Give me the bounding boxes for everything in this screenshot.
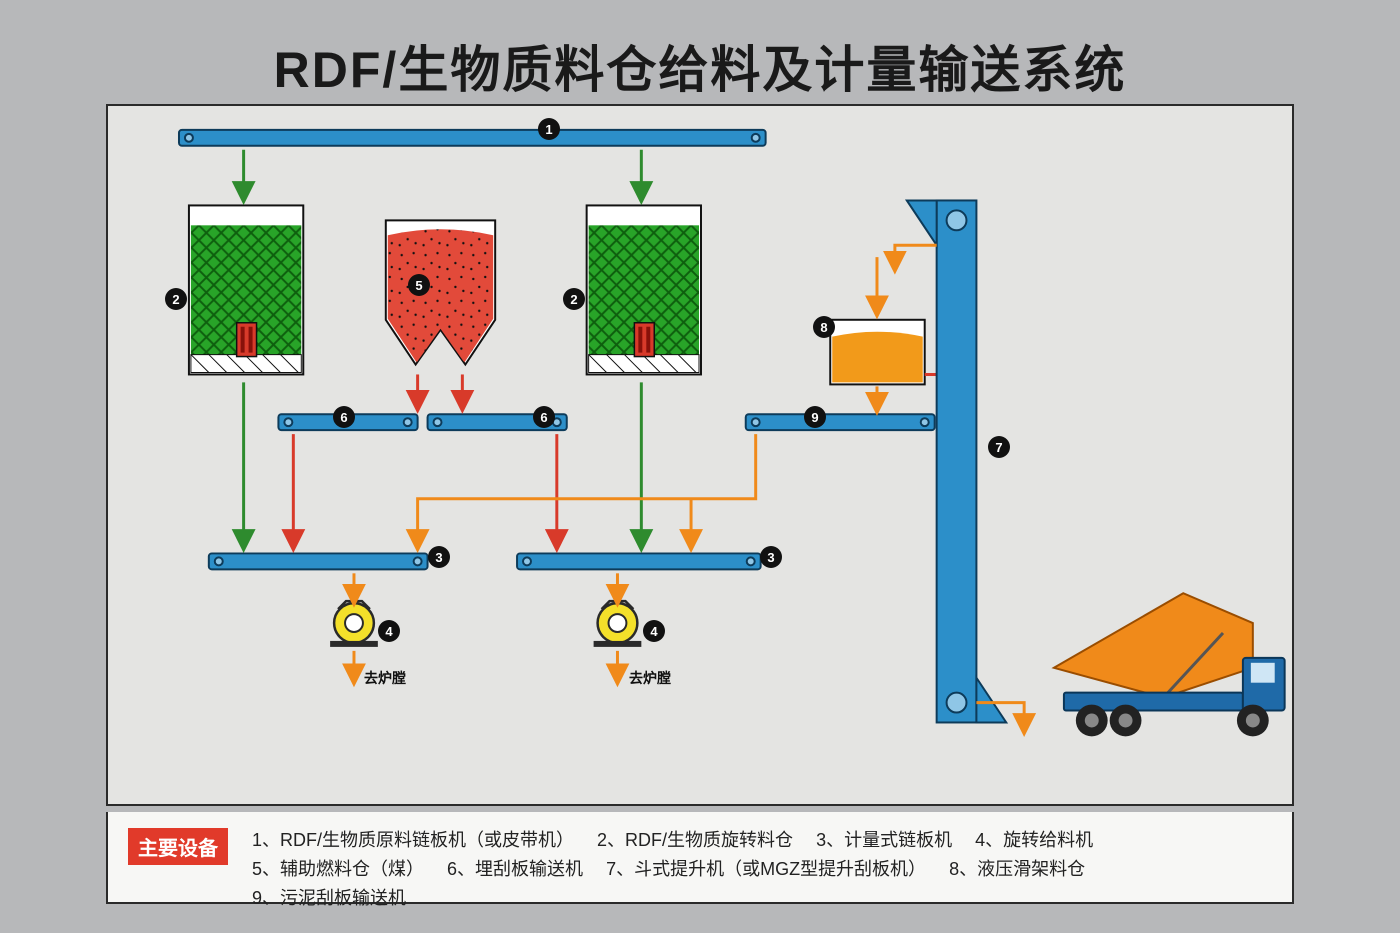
badge-9: 9 [804,406,826,428]
silo-5-coal [386,220,495,364]
silo-8-sludge [830,320,950,385]
badge-3b: 3 [760,546,782,568]
badge-6b: 6 [533,406,555,428]
legend-item: 6、埋刮板输送机 [447,855,583,884]
badge-5: 5 [408,274,430,296]
furnace-label-a: 去炉膛 [364,668,406,688]
process-flow-svg [108,106,1292,804]
legend-item: 5、辅助燃料仓（煤） [252,855,424,884]
elevator-7 [907,200,1006,722]
legend-item: 3、计量式链板机 [816,826,952,855]
rotary-4b [594,601,642,647]
badge-2b: 2 [563,288,585,310]
furnace-label-b: 去炉膛 [629,668,671,688]
silo-2b [587,205,701,374]
legend-item: 4、旋转给料机 [975,826,1093,855]
badge-4b: 4 [643,620,665,642]
legend-item: 1、RDF/生物质原料链板机（或皮带机） [252,826,574,855]
legend-panel: 主要设备 1、RDF/生物质原料链板机（或皮带机） 2、RDF/生物质旋转料仓 … [106,812,1294,904]
legend-badge: 主要设备 [128,828,228,865]
badge-4a: 4 [378,620,400,642]
badge-7: 7 [988,436,1010,458]
silo-2a [189,205,303,374]
page-title: RDF/生物质料仓给料及计量输送系统 [0,0,1400,102]
badge-8: 8 [813,316,835,338]
badge-2a: 2 [165,288,187,310]
legend-item: 8、液压滑架料仓 [949,855,1085,884]
legend-item: 9、污泥刮板输送机 [252,884,406,913]
legend-text: 1、RDF/生物质原料链板机（或皮带机） 2、RDF/生物质旋转料仓 3、计量式… [252,826,1111,912]
dump-truck [1054,593,1285,736]
legend-item: 2、RDF/生物质旋转料仓 [597,826,793,855]
rotary-4a [330,601,378,647]
diagram-canvas: 1 2 5 2 6 6 3 3 4 4 8 9 7 去炉膛 去炉膛 [106,104,1294,806]
badge-6a: 6 [333,406,355,428]
legend-item: 7、斗式提升机（或MGZ型提升刮板机） [606,855,926,884]
badge-3a: 3 [428,546,450,568]
badge-1: 1 [538,118,560,140]
